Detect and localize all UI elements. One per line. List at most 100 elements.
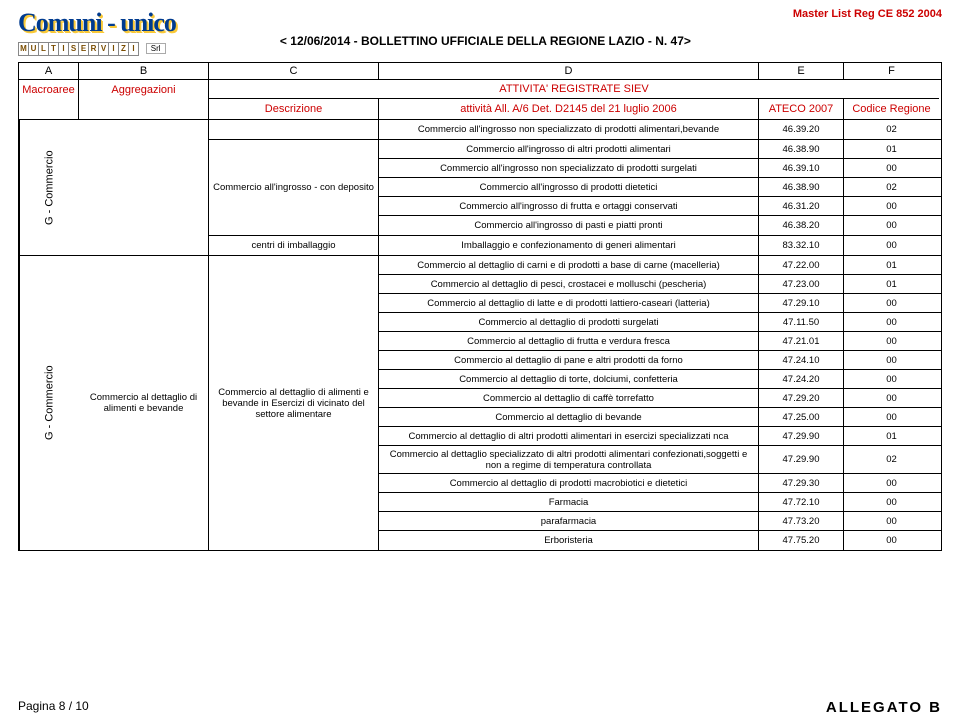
logo-letter: E bbox=[79, 43, 88, 55]
header: Comuni - unico MULTISERVIZI Srl < 12/06/… bbox=[18, 8, 942, 56]
table-row: Farmacia47.72.1000 bbox=[379, 493, 941, 512]
table-row: Commercio all'ingrosso non specializzato… bbox=[379, 159, 941, 178]
aggregazione-cell: Commercio al dettaglio di alimenti e bev… bbox=[79, 256, 209, 550]
master-list-label: Master List Reg CE 852 2004 bbox=[793, 8, 942, 20]
codice-cell: 00 bbox=[844, 216, 939, 235]
ateco-cell: 47.24.10 bbox=[759, 351, 844, 369]
logo-sub: MULTISERVIZI Srl bbox=[18, 42, 166, 56]
ateco-cell: 47.22.00 bbox=[759, 256, 844, 274]
codice-cell: 01 bbox=[844, 256, 939, 274]
codice-cell: 00 bbox=[844, 512, 939, 530]
logo-multiservizi: MULTISERVIZI bbox=[18, 42, 139, 56]
bulletin-title: < 12/06/2014 - BOLLETTINO UFFICIALE DELL… bbox=[178, 8, 793, 48]
table-row: Commercio al dettaglio di latte e di pro… bbox=[379, 294, 941, 313]
codice-cell: 00 bbox=[844, 389, 939, 407]
table-row: Commercio al dettaglio di carni e di pro… bbox=[379, 256, 941, 275]
col-letter: A bbox=[19, 63, 79, 79]
logo-letter: I bbox=[109, 43, 118, 55]
attivita-cell: Commercio al dettaglio di frutta e verdu… bbox=[379, 332, 759, 350]
logo-letter: R bbox=[89, 43, 98, 55]
attivita-cell: Commercio all'ingrosso di frutta e ortag… bbox=[379, 197, 759, 215]
attivita-cell: Commercio al dettaglio di latte e di pro… bbox=[379, 294, 759, 312]
attivita-cell: Commercio al dettaglio di caffè torrefat… bbox=[379, 389, 759, 407]
logo-block: Comuni - unico MULTISERVIZI Srl bbox=[18, 8, 178, 56]
attivita-cell: Commercio al dettaglio di prodotti surge… bbox=[379, 313, 759, 331]
ateco-cell: 47.21.01 bbox=[759, 332, 844, 350]
descrizione-cell: Commercio al dettaglio di alimenti e bev… bbox=[209, 256, 379, 550]
table-row: Commercio al dettaglio di caffè torrefat… bbox=[379, 389, 941, 408]
macroarea-label: G - Commercio bbox=[19, 120, 79, 255]
logo-main-text: Comuni - unico bbox=[18, 8, 176, 38]
codice-cell: 00 bbox=[844, 159, 939, 177]
attivita-cell: Commercio all'ingrosso non specializzato… bbox=[379, 159, 759, 177]
descrizione-cell: centri di imballaggio bbox=[209, 236, 379, 255]
codice-cell: 00 bbox=[844, 370, 939, 388]
subgroup: centri di imballaggioImballaggio e confe… bbox=[209, 236, 941, 255]
codice-cell: 00 bbox=[844, 531, 939, 550]
table-section-2: G - Commercio Commercio al dettaglio di … bbox=[19, 256, 941, 550]
col-label-aggregazioni: Aggregazioni bbox=[79, 80, 209, 119]
ateco-cell: 47.75.20 bbox=[759, 531, 844, 550]
codice-cell: 00 bbox=[844, 332, 939, 350]
ateco-cell: 46.39.10 bbox=[759, 159, 844, 177]
ateco-cell: 46.38.90 bbox=[759, 178, 844, 196]
codice-cell: 00 bbox=[844, 351, 939, 369]
ateco-cell: 47.29.30 bbox=[759, 474, 844, 492]
ateco-cell: 47.24.20 bbox=[759, 370, 844, 388]
codice-cell: 00 bbox=[844, 313, 939, 331]
section2-rows: Commercio al dettaglio di carni e di pro… bbox=[379, 256, 941, 550]
table-row: Commercio al dettaglio di torte, dolcium… bbox=[379, 370, 941, 389]
ateco-cell: 83.32.10 bbox=[759, 236, 844, 255]
logo-letter: I bbox=[129, 43, 138, 55]
attivita-cell: Commercio al dettaglio di bevande bbox=[379, 408, 759, 426]
codice-cell: 01 bbox=[844, 427, 939, 445]
codice-cell: 02 bbox=[844, 178, 939, 196]
table-row: Commercio all'ingrosso di prodotti diete… bbox=[379, 178, 941, 197]
footer: Pagina 8 / 10 ALLEGATO B bbox=[18, 699, 942, 716]
attivita-cell: Commercio al dettaglio di altri prodotti… bbox=[379, 427, 759, 445]
ateco-cell: 46.38.20 bbox=[759, 216, 844, 235]
descrizione-cell: Commercio all'ingrosso - con deposito bbox=[209, 140, 379, 235]
ateco-cell: 47.11.50 bbox=[759, 313, 844, 331]
table-row: Commercio al dettaglio di prodotti surge… bbox=[379, 313, 941, 332]
table-section-1: G - Commercio Commercio all'ingrosso non… bbox=[19, 120, 941, 256]
macroarea-label: G - Commercio bbox=[19, 256, 79, 550]
ateco-cell: 46.38.90 bbox=[759, 140, 844, 158]
attivita-cell: Commercio al dettaglio di carni e di pro… bbox=[379, 256, 759, 274]
ateco-cell: 47.29.20 bbox=[759, 389, 844, 407]
table-row: Commercio al dettaglio di pesci, crostac… bbox=[379, 275, 941, 294]
table-row: Commercio all'ingrosso di altri prodotti… bbox=[379, 140, 941, 159]
subgroup-rows: Commercio all'ingrosso non specializzato… bbox=[379, 120, 941, 139]
logo-letter: U bbox=[29, 43, 38, 55]
ateco-cell: 47.29.90 bbox=[759, 446, 844, 473]
codice-cell: 01 bbox=[844, 275, 939, 293]
attivita-cell: Erboristeria bbox=[379, 531, 759, 550]
attivita-cell: Commercio all'ingrosso di prodotti diete… bbox=[379, 178, 759, 196]
logo-letter: S bbox=[69, 43, 78, 55]
col-letter: B bbox=[79, 63, 209, 79]
table-row: Commercio all'ingrosso non specializzato… bbox=[379, 120, 941, 139]
codice-cell: 00 bbox=[844, 197, 939, 215]
col-label-macroaree: Macroaree bbox=[19, 80, 79, 119]
descrizione-cell bbox=[209, 120, 379, 139]
attivita-cell: Imballaggio e confezionamento di generi … bbox=[379, 236, 759, 255]
codice-cell: 00 bbox=[844, 474, 939, 492]
col-label-attivita-sub: attività All. A/6 Det. D2145 del 21 lugl… bbox=[379, 99, 759, 119]
table-header-labels: Macroaree Aggregazioni ATTIVITA' REGISTR… bbox=[19, 80, 941, 120]
ateco-cell: 47.29.10 bbox=[759, 294, 844, 312]
col-label-ateco: ATECO 2007 bbox=[759, 99, 844, 119]
table-row: Commercio al dettaglio di bevande47.25.0… bbox=[379, 408, 941, 427]
col-letter: C bbox=[209, 63, 379, 79]
ateco-cell: 47.73.20 bbox=[759, 512, 844, 530]
table-row: Commercio all'ingrosso di frutta e ortag… bbox=[379, 197, 941, 216]
codice-cell: 00 bbox=[844, 294, 939, 312]
ateco-cell: 47.29.90 bbox=[759, 427, 844, 445]
table-row: Commercio all'ingrosso di pasti e piatti… bbox=[379, 216, 941, 235]
col-label-codice: Codice Regione bbox=[844, 99, 939, 119]
logo-letter: M bbox=[19, 43, 28, 55]
codice-cell: 00 bbox=[844, 236, 939, 255]
logo-letter: I bbox=[59, 43, 68, 55]
codice-cell: 02 bbox=[844, 120, 939, 139]
table-row: Commercio al dettaglio di prodotti macro… bbox=[379, 474, 941, 493]
attivita-cell: Farmacia bbox=[379, 493, 759, 511]
